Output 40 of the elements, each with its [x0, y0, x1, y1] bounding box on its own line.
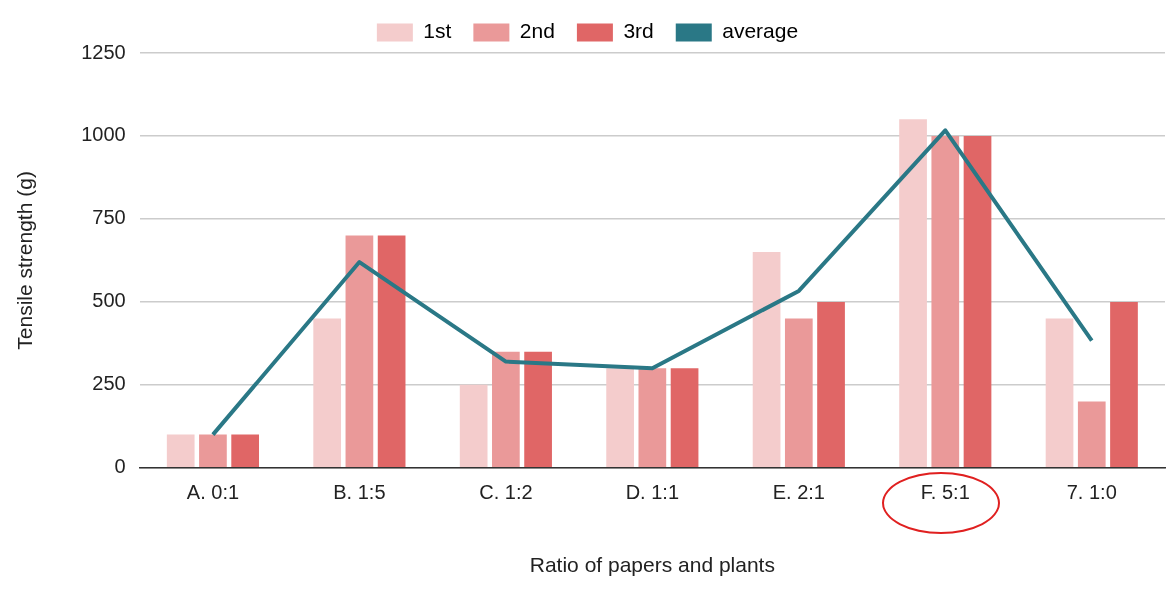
- legend-label: 1st: [423, 19, 452, 43]
- y-axis-title: Tensile strength (g): [13, 171, 37, 350]
- bar: [1077, 401, 1106, 468]
- bar: [963, 135, 992, 468]
- y-tick-label: 1000: [81, 123, 126, 146]
- bar: [931, 135, 960, 468]
- bar: [492, 351, 520, 468]
- y-tick-label: 250: [92, 372, 126, 395]
- x-tick-label: A. 0:1: [186, 481, 240, 504]
- bar: [606, 368, 634, 468]
- bar: [1045, 318, 1074, 468]
- bar: [817, 301, 845, 468]
- x-tick-label: F. 5:1: [920, 481, 970, 504]
- bar: [1110, 301, 1138, 468]
- bar: [313, 318, 342, 468]
- bar: [524, 351, 552, 468]
- x-tick-label: D. 1:1: [625, 481, 680, 504]
- bar: [231, 434, 260, 468]
- legend-label: 2nd: [519, 19, 555, 43]
- x-tick-label: C. 1:2: [479, 481, 533, 504]
- y-tick-label: 750: [92, 206, 126, 229]
- y-tick-label: 0: [114, 455, 126, 478]
- bar: [899, 119, 927, 468]
- legend-label: average: [722, 19, 799, 43]
- bar: [199, 434, 227, 468]
- bar: [459, 384, 488, 468]
- x-tick-label: 7. 1:0: [1066, 481, 1117, 504]
- x-axis-title: Ratio of papers and plants: [529, 553, 775, 577]
- x-tick-label: B. 1:5: [333, 481, 386, 504]
- bar: [784, 318, 813, 468]
- bar: [166, 434, 195, 468]
- bar: [377, 235, 406, 468]
- bar: [638, 368, 667, 468]
- x-tick-label: E. 2:1: [772, 481, 825, 504]
- y-tick-label: 1250: [81, 40, 126, 63]
- legend-label: 3rd: [623, 19, 654, 43]
- bar: [670, 368, 699, 468]
- bar: [752, 252, 781, 468]
- y-tick-label: 500: [92, 289, 126, 312]
- bar: [345, 235, 374, 468]
